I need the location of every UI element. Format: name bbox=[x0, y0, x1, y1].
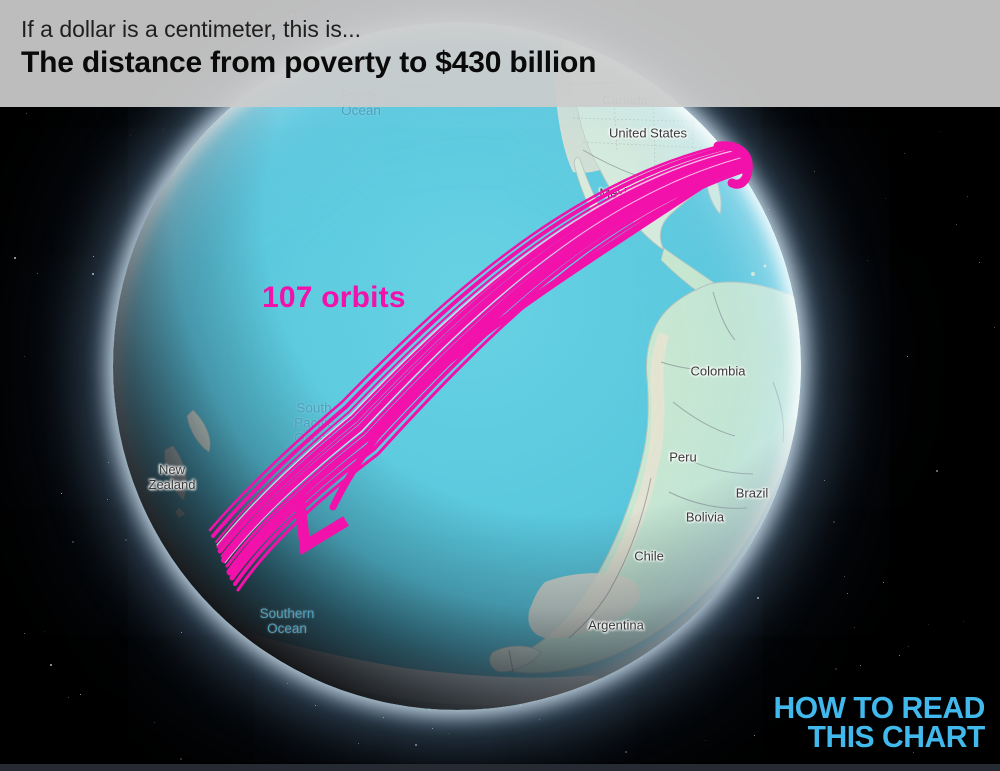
kicker-text: If a dollar is a centimeter, this is... bbox=[21, 16, 362, 42]
bottom-strip bbox=[0, 764, 1000, 771]
earth-globe bbox=[113, 22, 801, 710]
page-title: The distance from poverty to $430 billio… bbox=[21, 46, 597, 79]
orbit-count-label: 107 orbits bbox=[262, 281, 406, 314]
terminator-shadow bbox=[113, 22, 801, 710]
header-banner: If a dollar is a centimeter, this is... … bbox=[0, 0, 1000, 107]
brand-logo-line-2: THIS CHART bbox=[807, 719, 986, 754]
brand-logo-line-1: HOW TO READ bbox=[773, 690, 986, 725]
brand-logo: HOW TO READ THIS CHART bbox=[773, 690, 986, 754]
